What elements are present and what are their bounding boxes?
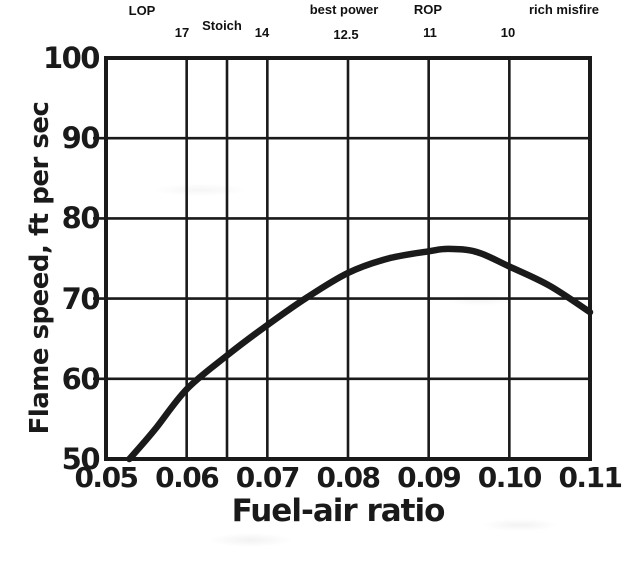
grid-lines: [93, 58, 590, 459]
annotation-12-5: 12.5: [333, 27, 359, 42]
annotation-11: 11: [423, 25, 437, 40]
annotation-17: 17: [174, 25, 190, 40]
flame_speed_curve: [126, 245, 594, 463]
flame-speed-curve: [126, 245, 594, 463]
x-tick-label: 0.11: [558, 461, 623, 494]
plot-border-rect: [104, 56, 592, 461]
annotation-rop: ROP: [413, 2, 443, 17]
x-tick-label: 0.07: [235, 461, 301, 494]
x-tick-label: 0.05: [74, 461, 139, 494]
plot-border: [104, 56, 592, 461]
x-tick-label: 0.09: [397, 461, 462, 494]
y-tick-label: 80: [61, 201, 101, 236]
x-tick-label: 0.10: [477, 461, 543, 494]
annotation-10: 10: [500, 25, 516, 40]
annotation-rich-misfire: rich misfire: [528, 2, 600, 17]
y-axis-title: Flame speed, ft per sec: [25, 101, 55, 435]
y-tick-label: 100: [42, 41, 101, 75]
annotation-best-power: best power: [309, 2, 379, 17]
annotation-stoich: Stoich: [202, 18, 242, 33]
x-tick-label: 0.06: [155, 461, 220, 494]
x-tick-label: 0.08: [316, 461, 381, 494]
y-tick-label: 50: [61, 442, 101, 476]
y-tick-label: 60: [61, 361, 101, 396]
annotation-lop: LOP: [128, 3, 156, 18]
annotation-14: 14: [254, 25, 270, 40]
x-axis-title: Fuel-air ratio: [231, 493, 446, 529]
y-tick-label: 70: [61, 281, 101, 316]
y-tick-label: 90: [61, 121, 101, 156]
